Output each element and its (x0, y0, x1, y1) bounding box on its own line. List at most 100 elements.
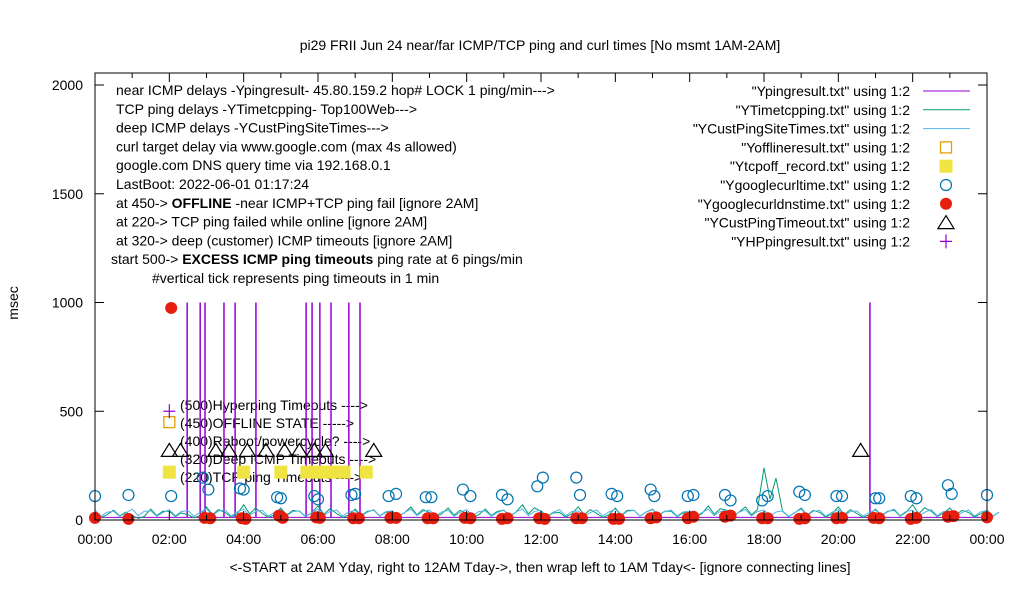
data-point (681, 489, 694, 503)
data-point (501, 493, 514, 506)
data-point (501, 512, 514, 525)
legend-label: "YCustPingSiteTimes.txt" using 1:2 (693, 121, 910, 137)
legend-entry: "Yofflineresult.txt" using 1:2 (741, 139, 953, 155)
legend-entry: "Ygooglecurldnstime.txt" using 1:2 (698, 196, 952, 212)
note-line: LastBoot: 2022-06-01 01:17:24 (116, 176, 309, 192)
note-bold: OFFLINE (172, 195, 232, 211)
data-point (122, 488, 135, 502)
note-line: curl target delay via www.google.com (ma… (116, 138, 457, 154)
legend-entry: "YTimetcpping.txt" using 1:2 (736, 102, 970, 118)
legend-entry: "YCustPingTimeout.txt" using 1:2 (704, 214, 956, 231)
data-point (202, 483, 215, 496)
legend-entry: "Ygooglecurltime.txt" using 1:2 (720, 177, 953, 193)
data-point (382, 489, 395, 503)
legend-swatch (940, 197, 952, 210)
annotation-notes: near ICMP delays -Ypingresult- 45.80.159… (111, 82, 555, 286)
note-line: at 450-> OFFLINE -near ICMP+TCP ping fai… (116, 195, 478, 211)
data-point (337, 465, 351, 479)
data-point (910, 492, 923, 505)
legend-swatch (939, 141, 953, 154)
level-label: (500)Hyperping Timeouts ----> (180, 397, 368, 413)
legend-label: "Ygooglecurltime.txt" using 1:2 (720, 177, 910, 193)
note-line: google.com DNS query time via 192.168.0.… (116, 157, 391, 173)
axes: 0 500 1000 1500 2000 00:00 02:00 04:00 06:00 08:0… (52, 72, 1005, 547)
legend-entry: "YCustPingSiteTimes.txt" using 1:2 (693, 121, 970, 137)
level-label: (450)OFFLINE STATE -----> (180, 415, 354, 431)
data-point (945, 487, 958, 500)
x-tick-label: 02:00 (152, 531, 187, 547)
note-line: start 500-> EXCESS ICMP ping timeouts pi… (111, 251, 523, 267)
data-point (724, 494, 737, 507)
data-point (237, 483, 250, 496)
data-point (313, 511, 326, 524)
note-line: TCP ping delays -YTimetcpping- Top100Web… (116, 101, 417, 117)
note-text: -near ICMP+TCP ping fail [ignore 2AM] (232, 195, 479, 211)
legend: "Ypingresult.txt" using 1:2 "YTimetcpping… (693, 83, 970, 249)
data-point (464, 512, 477, 525)
data-point (536, 471, 549, 484)
data-point (910, 511, 923, 524)
data-point (316, 442, 335, 457)
data-point (171, 442, 190, 457)
data-point (219, 442, 238, 457)
data-point (644, 483, 657, 496)
note-text: at 450-> (116, 195, 172, 211)
x-tick-label: 00:00 (969, 531, 1004, 547)
x-tick-label: 10:00 (449, 531, 484, 547)
data-point (724, 509, 737, 522)
data-point (947, 510, 960, 523)
x-tick-label: 08:00 (375, 531, 410, 547)
data-point (206, 442, 225, 457)
legend-swatch (940, 234, 952, 249)
data-point (761, 489, 774, 503)
legend-label: "YCustPingTimeout.txt" using 1:2 (704, 215, 910, 231)
data-point (311, 493, 325, 506)
note-text: ping rate at 6 pings/min (373, 251, 522, 267)
data-point (308, 489, 321, 503)
y-axis-label: msec (5, 286, 21, 319)
data-point (570, 471, 583, 484)
data-point (531, 480, 544, 493)
data-point (290, 442, 309, 457)
data-point (873, 492, 886, 505)
y-tick-label: 2000 (52, 77, 83, 93)
data-point (798, 512, 811, 525)
legend-label: "YHPpingresult.txt" using 1:2 (731, 233, 910, 249)
y-tick-label: 0 (75, 512, 83, 528)
data-point (163, 415, 176, 429)
x-axis-label: <-START at 2AM Yday, right to 12AM Tday-… (229, 559, 850, 575)
level-label: (400)Reboot/powercycle? ----> (180, 433, 370, 449)
data-point (836, 511, 849, 524)
x-tick-label: 06:00 (300, 531, 335, 547)
x-tick-label: 20:00 (821, 531, 856, 547)
note-line: #vertical tick represents ping timeouts … (152, 270, 439, 286)
legend-entry: "YHPpingresult.txt" using 1:2 (731, 233, 952, 249)
legend-swatch (939, 178, 953, 192)
legend-label: "YTimetcpping.txt" using 1:2 (736, 102, 911, 118)
data-point (835, 489, 849, 503)
legend-entry: "Ypingresult.txt" using 1:2 (752, 83, 970, 99)
data-point (305, 442, 324, 457)
data-point (238, 442, 257, 457)
data-point (165, 489, 178, 503)
series-5 (88, 471, 994, 507)
note-bold: EXCESS ICMP ping timeouts (182, 251, 373, 267)
legend-entry: "Ytcpoff_record.txt" using 1:2 (730, 158, 953, 174)
data-point (276, 511, 289, 524)
x-tick-label: 00:00 (77, 531, 112, 547)
data-point (869, 492, 882, 505)
data-point (425, 491, 438, 504)
chart-title: pi29 FRII Jun 24 near/far ICMP/TCP ping … (300, 37, 781, 53)
note-text: start 500-> (111, 251, 182, 267)
level-label: (320)Deep ICMP Timeouts ----> (180, 451, 376, 467)
x-tick-label: 14:00 (598, 531, 633, 547)
data-point (575, 512, 588, 525)
legend-label: "Ypingresult.txt" using 1:2 (752, 83, 911, 99)
y-tick-label: 1000 (52, 295, 83, 311)
data-point (573, 488, 587, 502)
data-point (904, 489, 917, 503)
note-line: at 220-> TCP ping failed while online [i… (116, 214, 427, 230)
data-point (798, 488, 811, 502)
y-tick-label: 500 (60, 403, 84, 419)
